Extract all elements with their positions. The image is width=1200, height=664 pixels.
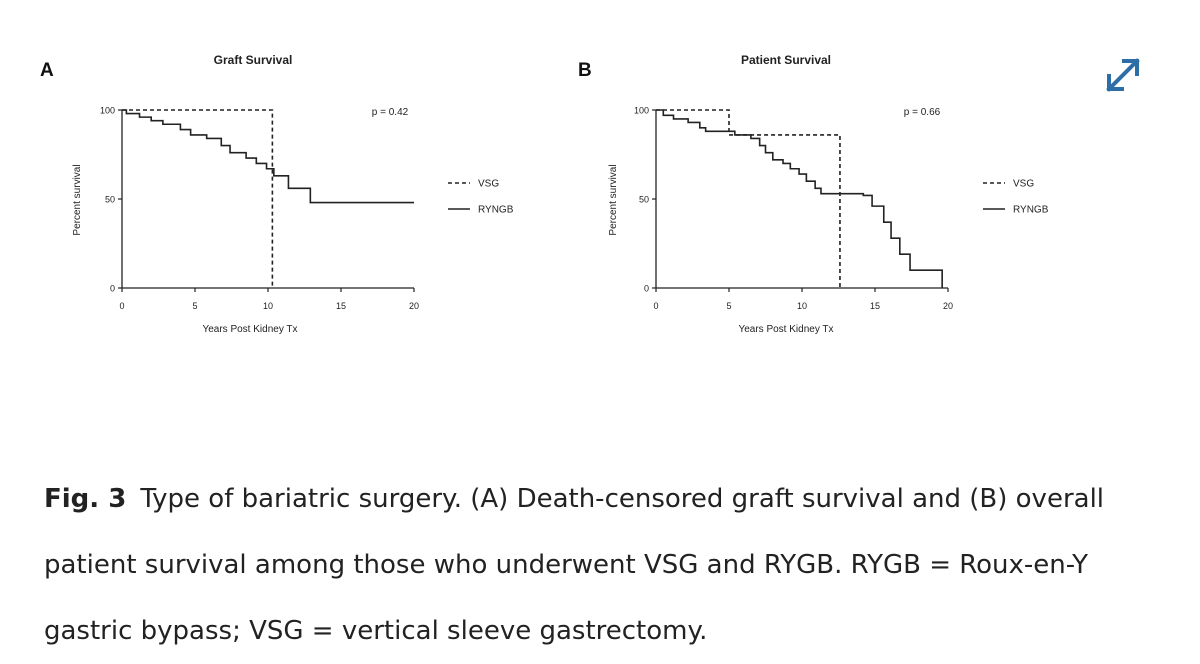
panel-a-graft-survival: A Graft Survival p = 0.42 Percent surviv… (40, 53, 514, 335)
chart-title-b: Patient Survival (741, 53, 831, 67)
legend-label-vsg: VSG (478, 179, 499, 190)
legend-label-vsg: VSG (1013, 179, 1034, 190)
y-tick-label: 0 (644, 284, 649, 294)
legend-label-ryngb: RYNGB (478, 205, 514, 216)
figure-label: Fig. 3 (44, 484, 127, 514)
y-axis-label-a: Percent survival (72, 164, 83, 235)
x-tick-label: 0 (119, 301, 124, 311)
caption-text: Type of bariatric surgery. (A) Death-cen… (44, 484, 1105, 646)
series-group-b (656, 109, 943, 288)
series-group-a (122, 109, 414, 288)
y-tick-label: 0 (110, 284, 115, 294)
y-tick-label: 100 (100, 106, 115, 116)
x-axis-label-b: Years Post Kidney Tx (738, 324, 833, 335)
x-tick-label: 5 (192, 301, 197, 311)
axes-a: 0 50 100 0 5 10 15 20 (100, 106, 419, 312)
x-axis-label-a: Years Post Kidney Tx (202, 324, 297, 335)
chart-title-a: Graft Survival (214, 53, 293, 67)
p-value-b: p = 0.66 (904, 107, 941, 118)
panel-b-patient-survival: B Patient Survival p = 0.66 Percent surv… (578, 53, 1049, 335)
survival-figure: A Graft Survival p = 0.42 Percent surviv… (40, 53, 1049, 335)
series-line-ryngb (122, 109, 414, 204)
y-tick-label: 100 (634, 106, 649, 116)
x-tick-label: 5 (726, 301, 731, 311)
panel-letter-a: A (40, 60, 54, 81)
x-tick-label: 10 (263, 301, 273, 311)
legend-label-ryngb: RYNGB (1013, 205, 1049, 216)
x-tick-label: 20 (409, 301, 419, 311)
p-value-a: p = 0.42 (372, 107, 409, 118)
expand-diagonal-arrows-icon (1106, 58, 1140, 92)
panel-letter-b: B (578, 60, 592, 81)
y-tick-label: 50 (639, 195, 649, 205)
series-line-vsg (656, 109, 841, 288)
x-tick-label: 10 (797, 301, 807, 311)
x-tick-label: 15 (870, 301, 880, 311)
x-tick-label: 15 (336, 301, 346, 311)
x-tick-label: 0 (653, 301, 658, 311)
series-line-vsg (122, 109, 274, 288)
x-tick-label: 20 (943, 301, 953, 311)
y-tick-label: 50 (105, 195, 115, 205)
legend-a: VSG RYNGB (448, 179, 514, 216)
figure-caption: Fig. 3 Type of bariatric surgery. (A) Dea… (44, 466, 1164, 664)
expand-figure-button[interactable] (1100, 52, 1146, 98)
axes-b: 0 50 100 0 5 10 15 20 (634, 106, 953, 312)
series-line-ryngb (656, 109, 943, 288)
legend-b: VSG RYNGB (983, 179, 1049, 216)
y-axis-label-b: Percent survival (608, 164, 619, 235)
